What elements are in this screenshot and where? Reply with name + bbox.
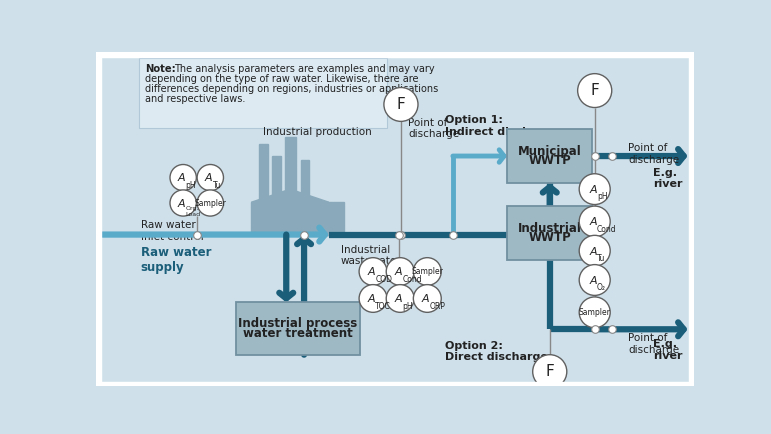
Text: Cond: Cond	[402, 275, 423, 283]
Circle shape	[579, 235, 610, 266]
Text: Industrial process: Industrial process	[238, 317, 358, 330]
Bar	[285, 137, 296, 234]
Text: ORP: ORP	[429, 302, 446, 311]
Text: TOC: TOC	[375, 302, 391, 311]
Text: Option 1:
Indirect discharge: Option 1: Indirect discharge	[445, 115, 558, 137]
Text: A: A	[395, 294, 402, 304]
Circle shape	[359, 258, 387, 286]
Text: Tu: Tu	[213, 181, 221, 190]
Text: pH: pH	[402, 302, 413, 311]
Text: Cond: Cond	[597, 224, 617, 233]
Text: Point of
discharge: Point of discharge	[628, 333, 679, 355]
Text: A: A	[368, 267, 375, 277]
Text: Note:: Note:	[145, 64, 176, 74]
Circle shape	[170, 190, 197, 216]
Text: A: A	[395, 267, 402, 277]
Circle shape	[413, 285, 441, 312]
Text: depending on the type of raw water. Likewise, there are: depending on the type of raw water. Like…	[145, 74, 419, 84]
Text: Tu: Tu	[597, 254, 605, 263]
Bar	[251, 202, 345, 234]
Circle shape	[413, 258, 441, 286]
FancyBboxPatch shape	[507, 206, 592, 260]
Text: Org.
Load: Org. Load	[186, 206, 200, 217]
Text: A: A	[205, 173, 213, 183]
Text: Industrial production: Industrial production	[263, 127, 372, 137]
Circle shape	[197, 164, 224, 191]
Circle shape	[386, 285, 414, 312]
Text: differences depending on regions, industries or applications: differences depending on regions, indust…	[145, 84, 439, 94]
Text: A: A	[178, 199, 186, 209]
Bar	[271, 156, 281, 234]
Text: Industrial: Industrial	[518, 222, 581, 235]
Text: A: A	[589, 276, 597, 286]
FancyBboxPatch shape	[139, 58, 387, 128]
Circle shape	[197, 190, 224, 216]
Text: O₂: O₂	[597, 283, 606, 292]
Circle shape	[386, 258, 414, 286]
Text: Raw water
inlet control: Raw water inlet control	[140, 220, 204, 242]
Circle shape	[359, 285, 387, 312]
Circle shape	[384, 88, 418, 122]
Text: Sampler: Sampler	[412, 267, 443, 276]
Bar	[689, 52, 694, 386]
Text: A: A	[422, 294, 429, 304]
FancyBboxPatch shape	[507, 129, 592, 183]
Text: E.g.
river: E.g. river	[653, 339, 682, 361]
Text: water treatment: water treatment	[243, 327, 353, 340]
Text: A: A	[589, 247, 597, 256]
Text: F: F	[545, 364, 554, 379]
Text: pH: pH	[597, 192, 608, 201]
Polygon shape	[251, 189, 329, 202]
Text: COD: COD	[375, 275, 392, 283]
Text: A: A	[178, 173, 186, 183]
Text: and respective laws.: and respective laws.	[145, 94, 246, 104]
Text: Municipal: Municipal	[518, 145, 581, 158]
Text: F: F	[591, 83, 599, 98]
Text: Point of
discharge: Point of discharge	[628, 143, 679, 164]
Bar	[301, 160, 309, 234]
Circle shape	[579, 174, 610, 204]
Circle shape	[579, 297, 610, 328]
Text: Option 2:
Direct discharge: Option 2: Direct discharge	[445, 341, 548, 362]
Text: Sampler: Sampler	[194, 198, 226, 207]
Text: Industrial
wastewater: Industrial wastewater	[341, 245, 401, 266]
Text: WWTP: WWTP	[528, 154, 571, 167]
Text: A: A	[368, 294, 375, 304]
FancyBboxPatch shape	[236, 302, 360, 355]
Bar	[96, 52, 694, 57]
Circle shape	[533, 355, 567, 388]
Circle shape	[170, 164, 197, 191]
Text: Point of
discharge: Point of discharge	[408, 118, 459, 139]
Text: A: A	[589, 217, 597, 227]
Text: The analysis parameters are examples and may vary: The analysis parameters are examples and…	[174, 64, 435, 74]
Text: WWTP: WWTP	[528, 231, 571, 244]
Bar	[96, 52, 101, 386]
Text: pH: pH	[186, 181, 196, 190]
Bar	[96, 381, 694, 386]
Bar	[322, 214, 341, 234]
Circle shape	[577, 74, 611, 108]
Text: Sampler: Sampler	[579, 308, 611, 317]
Text: E.g.
river: E.g. river	[653, 168, 682, 189]
Circle shape	[579, 206, 610, 237]
Text: F: F	[396, 97, 406, 112]
Text: Raw water
supply: Raw water supply	[140, 246, 211, 274]
Text: A: A	[589, 185, 597, 195]
Bar	[259, 145, 268, 234]
Circle shape	[579, 265, 610, 296]
